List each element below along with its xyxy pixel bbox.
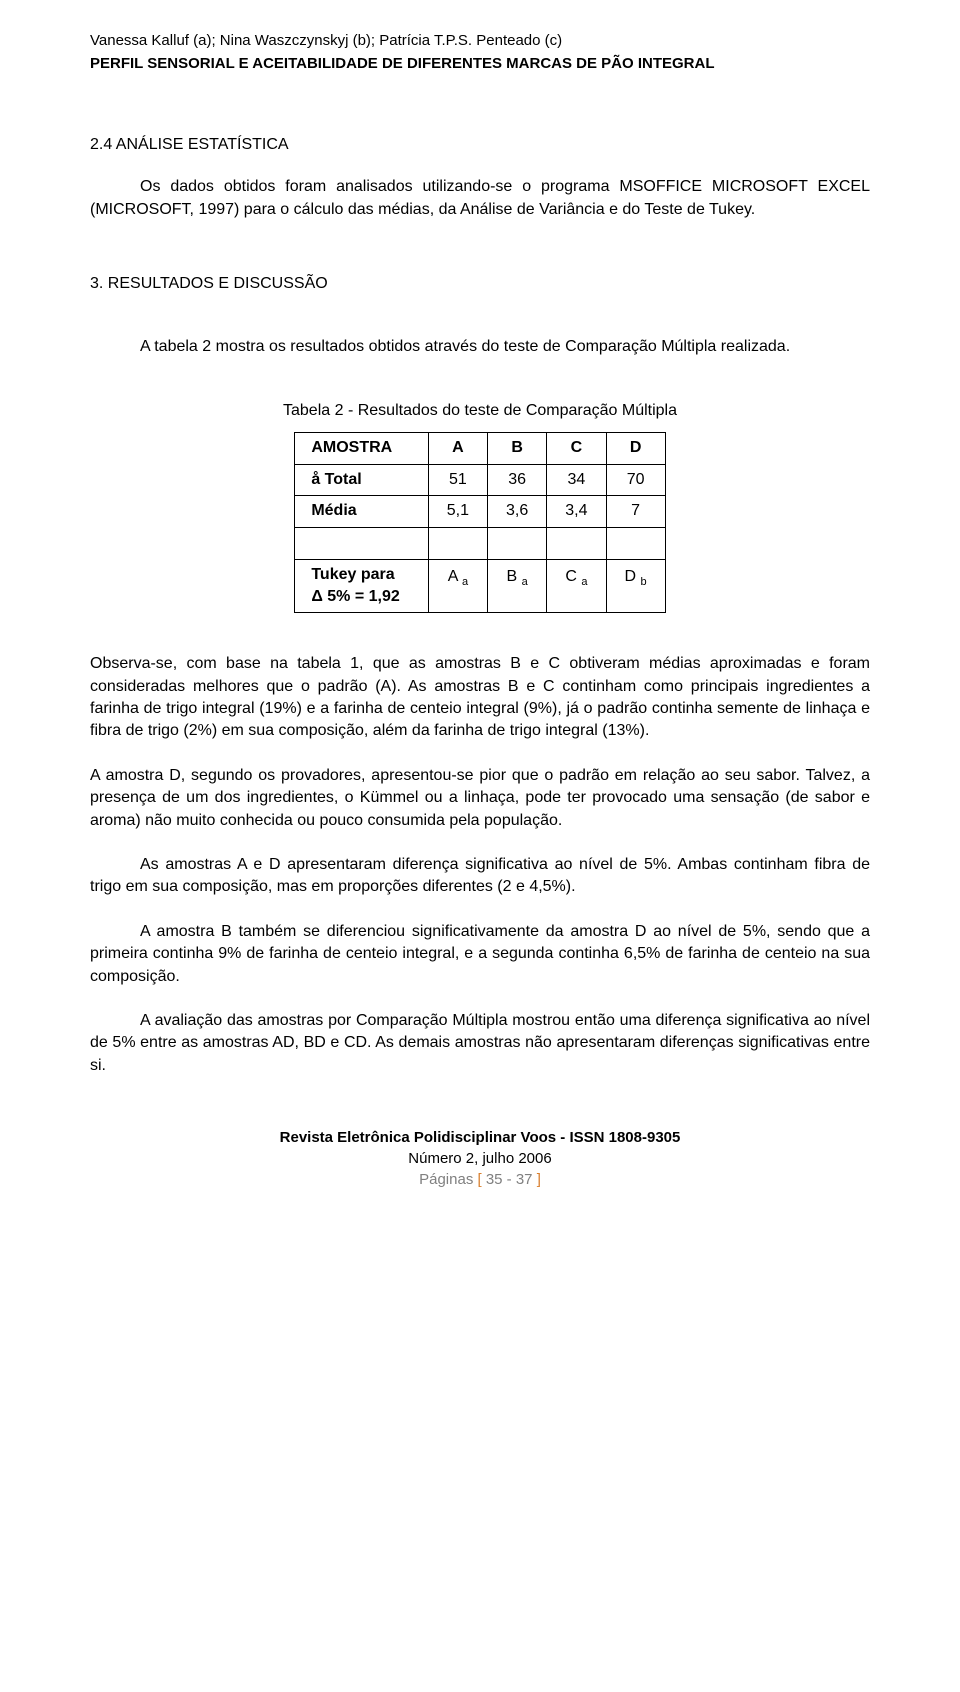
total-a: 51 <box>428 464 487 495</box>
label-tukey: Tukey para Δ 5% = 1,92 <box>295 559 428 613</box>
media-c: 3,4 <box>547 496 606 527</box>
results-table: AMOSTRA A B C D å Total 51 36 34 70 Médi… <box>294 432 665 613</box>
tukey-a-sub: a <box>462 576 468 588</box>
footer-bracket-close-icon: ] <box>537 1171 541 1188</box>
table-row-tukey: Tukey para Δ 5% = 1,92 A a B a C a D b <box>295 559 665 613</box>
paragraph-3: As amostras A e D apresentaram diferença… <box>90 854 870 899</box>
tukey-b-main: B <box>507 568 522 585</box>
section-heading-results: 3. RESULTADOS E DISCUSSÃO <box>90 273 870 295</box>
tukey-b-sub: a <box>522 576 528 588</box>
tukey-d: D b <box>606 559 665 613</box>
tukey-d-main: D <box>625 568 641 585</box>
tukey-line1: Tukey para <box>311 566 394 583</box>
section1-paragraph: Os dados obtidos foram analisados utiliz… <box>90 176 870 221</box>
footer-pages: Páginas [ 35 - 37 ] <box>90 1169 870 1190</box>
total-c: 34 <box>547 464 606 495</box>
footer-issue: Número 2, julho 2006 <box>90 1148 870 1169</box>
header-title: PERFIL SENSORIAL E ACEITABILIDADE DE DIF… <box>90 53 870 74</box>
footer-pages-label: Páginas <box>419 1171 477 1188</box>
table-spacer-row <box>295 527 665 559</box>
header-authors: Vanessa Kalluf (a); Nina Waszczynskyj (b… <box>90 30 870 51</box>
tukey-b: B a <box>488 559 547 613</box>
paragraph-2: A amostra D, segundo os provadores, apre… <box>90 765 870 832</box>
tukey-c-main: C <box>565 568 581 585</box>
total-d: 70 <box>606 464 665 495</box>
paragraph-4: A amostra B também se diferenciou signif… <box>90 921 870 988</box>
footer-journal: Revista Eletrônica Polidisciplinar Voos … <box>90 1127 870 1148</box>
table-caption: Tabela 2 - Resultados do teste de Compar… <box>90 400 870 422</box>
paragraph-1: Observa-se, com base na tabela 1, que as… <box>90 653 870 743</box>
tukey-c-sub: a <box>581 576 587 588</box>
tukey-d-sub: b <box>641 576 647 588</box>
footer-pages-range: 35 - 37 <box>482 1171 537 1188</box>
total-b: 36 <box>488 464 547 495</box>
page-footer: Revista Eletrônica Polidisciplinar Voos … <box>90 1127 870 1190</box>
label-media: Média <box>295 496 428 527</box>
media-b: 3,6 <box>488 496 547 527</box>
table-header-row: AMOSTRA A B C D <box>295 433 665 464</box>
header-d: D <box>606 433 665 464</box>
media-d: 7 <box>606 496 665 527</box>
tukey-line2: Δ 5% = 1,92 <box>311 588 399 605</box>
header-amostra: AMOSTRA <box>295 433 428 464</box>
table-row-total: å Total 51 36 34 70 <box>295 464 665 495</box>
table-row-media: Média 5,1 3,6 3,4 7 <box>295 496 665 527</box>
header-b: B <box>488 433 547 464</box>
paragraph-5: A avaliação das amostras por Comparação … <box>90 1010 870 1077</box>
header-a: A <box>428 433 487 464</box>
tukey-c: C a <box>547 559 606 613</box>
section2-intro: A tabela 2 mostra os resultados obtidos … <box>90 336 870 358</box>
tukey-a: A a <box>428 559 487 613</box>
label-total: å Total <box>295 464 428 495</box>
section-heading-analysis: 2.4 ANÁLISE ESTATÍSTICA <box>90 134 870 156</box>
header-c: C <box>547 433 606 464</box>
tukey-a-main: A <box>448 568 462 585</box>
media-a: 5,1 <box>428 496 487 527</box>
